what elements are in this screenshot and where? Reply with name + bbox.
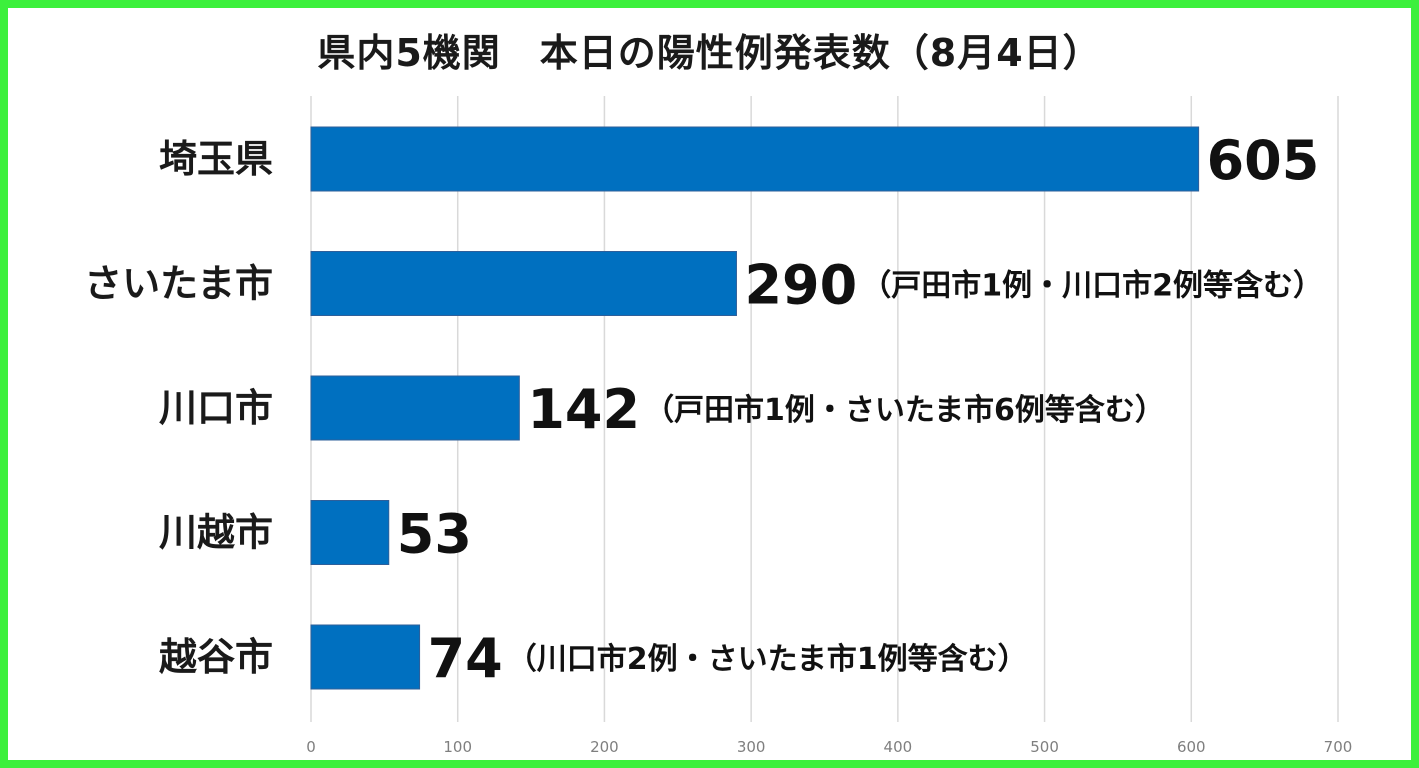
- data-label: 605: [1207, 129, 1320, 192]
- x-tick-label: 400: [884, 738, 913, 756]
- x-tick-label: 700: [1324, 738, 1353, 756]
- category-label: さいたま市: [84, 262, 273, 306]
- x-tick-label: 300: [737, 738, 766, 756]
- x-tick-label: 200: [590, 738, 619, 756]
- bar: [310, 624, 421, 690]
- category-label: 越谷市: [159, 635, 273, 679]
- x-tick-label: 600: [1177, 738, 1206, 756]
- category-label: 川越市: [159, 511, 273, 555]
- bar: [310, 500, 390, 565]
- chart-title: 県内5機関 本日の陽性例発表数（8月4日）: [317, 31, 1102, 75]
- bar: [310, 251, 737, 316]
- x-tick-label: 100: [443, 738, 472, 756]
- x-tick-label: 500: [1030, 738, 1059, 756]
- bar: [310, 375, 520, 441]
- annotation-label: （戸田市1例・さいたま市6例等含む）: [644, 393, 1165, 428]
- x-tick-label: 0: [306, 738, 316, 756]
- bar: [310, 126, 1200, 192]
- data-label: 142: [527, 378, 640, 441]
- category-label: 川口市: [159, 386, 273, 430]
- annotation-label: （川口市2例・さいたま市1例等含む）: [507, 642, 1028, 677]
- category-label: 埼玉県: [159, 137, 273, 181]
- annotation-label: （戸田市1例・川口市2例等含む）: [861, 269, 1323, 304]
- data-label: 53: [397, 503, 472, 566]
- data-label: 290: [744, 254, 857, 317]
- data-label: 74: [428, 627, 503, 690]
